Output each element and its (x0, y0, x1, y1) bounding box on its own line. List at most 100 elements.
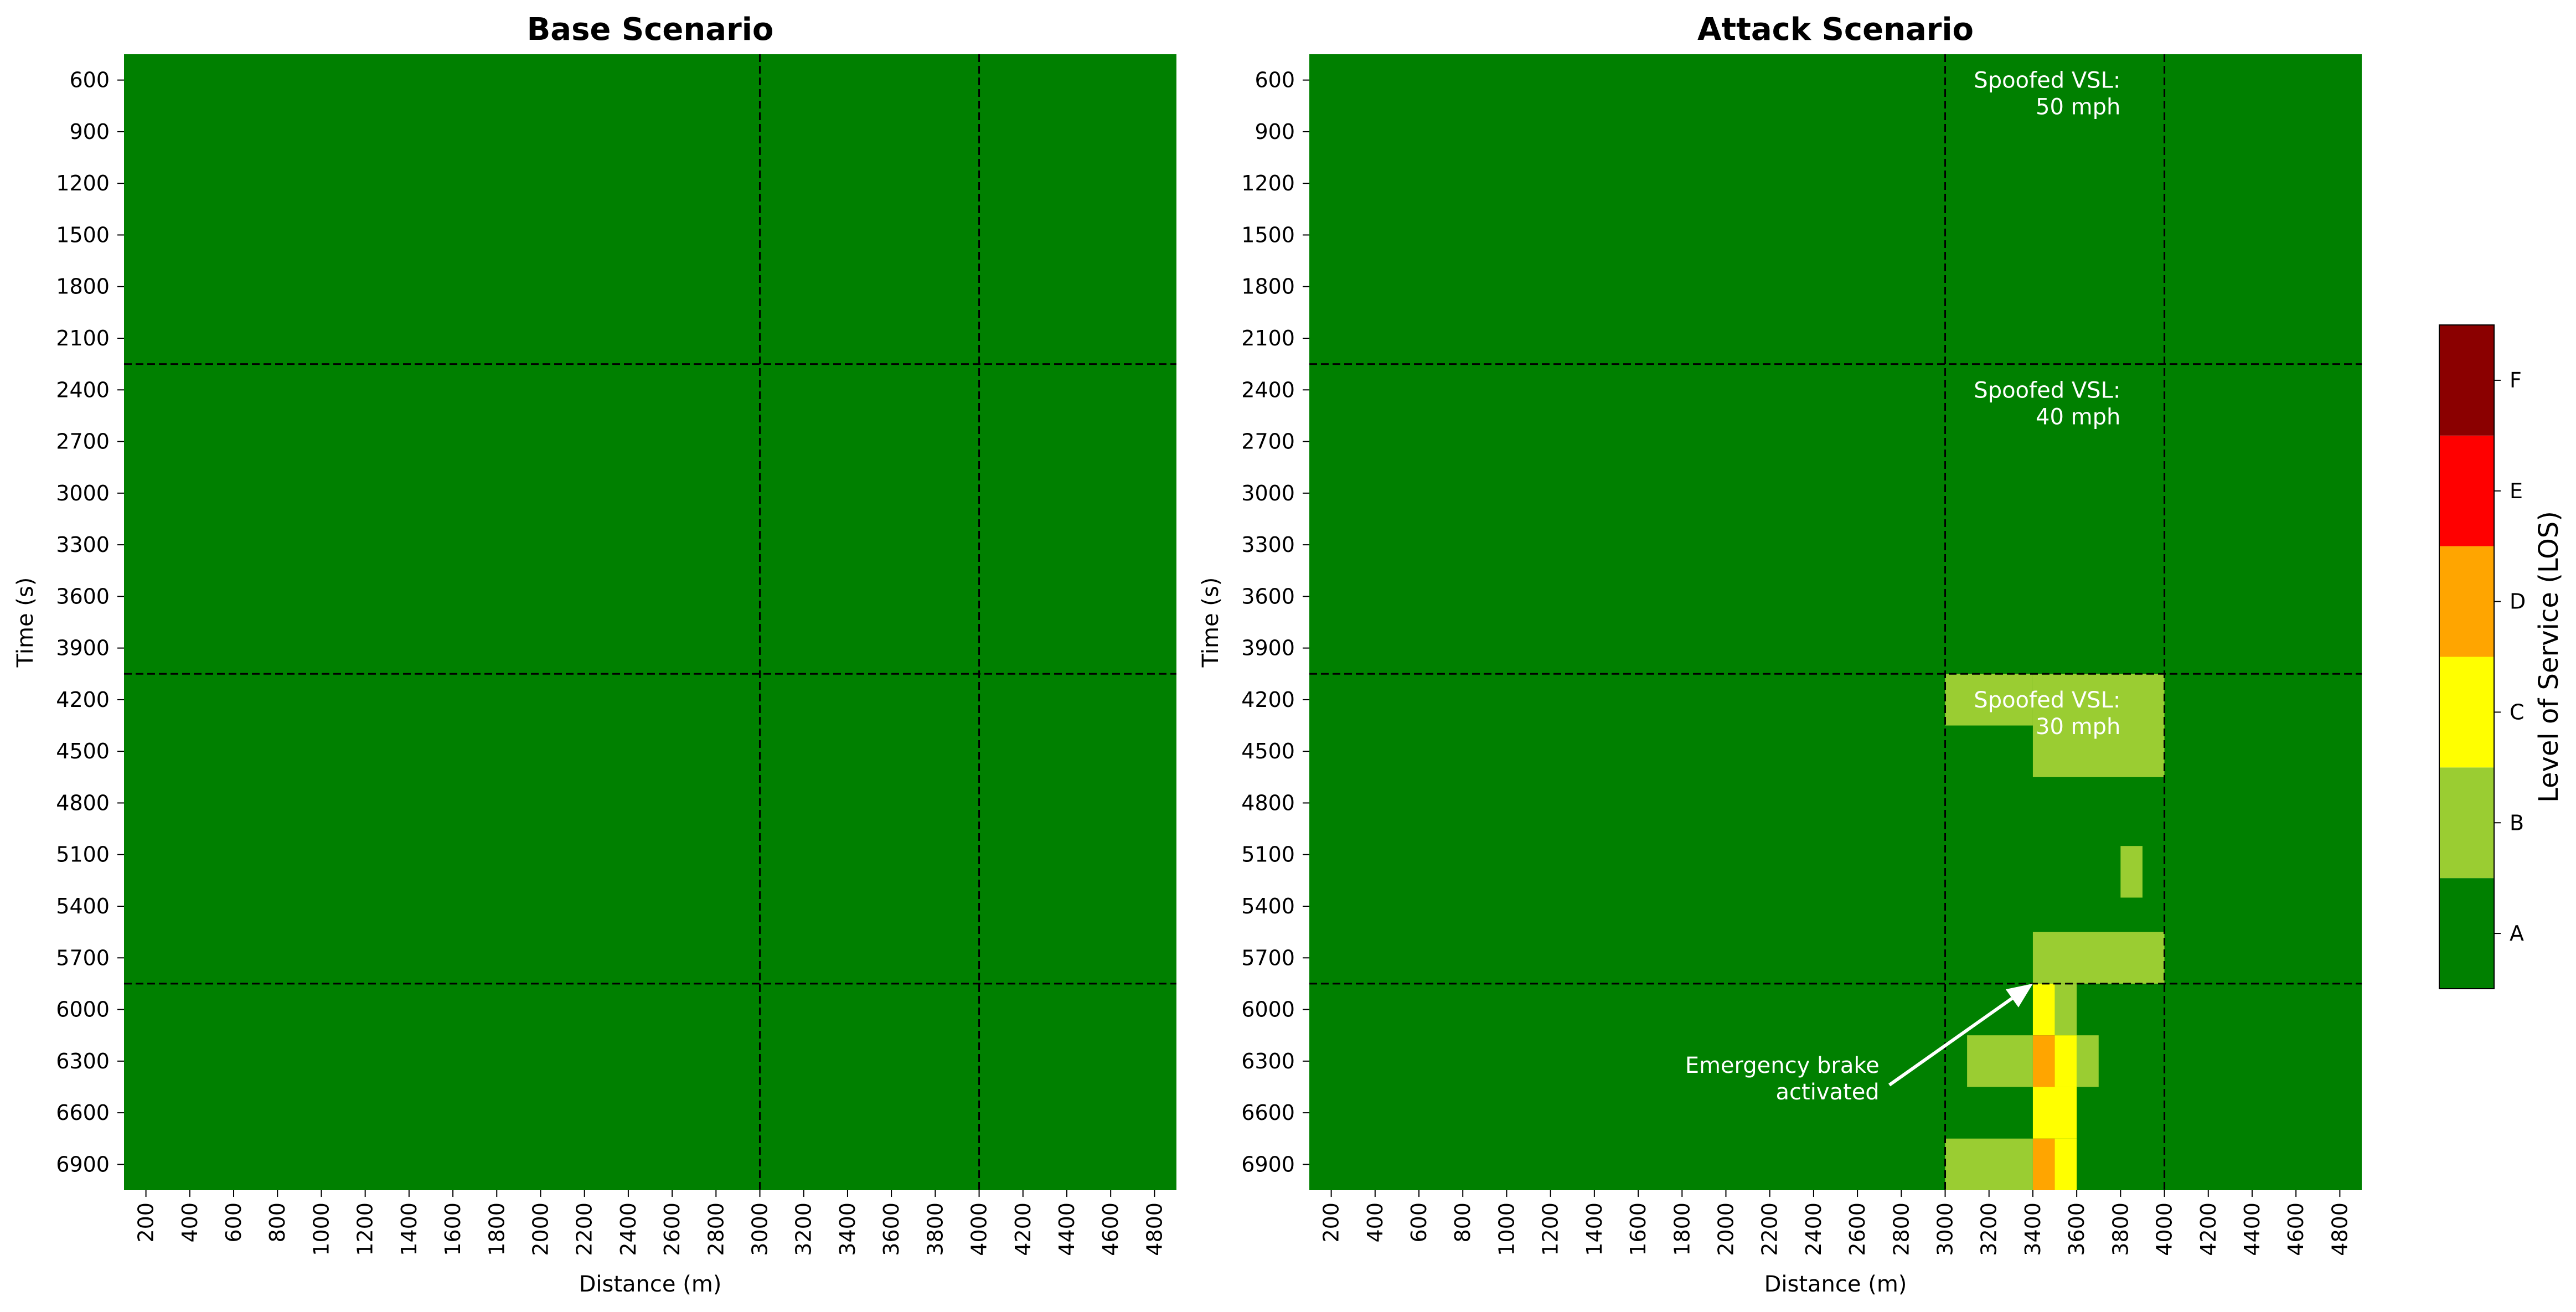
y-tick-label: 3600 (56, 584, 110, 608)
y-tick-label: 5100 (1241, 843, 1295, 867)
x-tick-label: 1800 (1670, 1202, 1694, 1256)
colorbar-segment (2439, 546, 2494, 657)
colorbar-label: Level of Service (LOS) (2533, 511, 2564, 803)
x-tick-label: 600 (221, 1202, 246, 1243)
colorbar-segment (2439, 767, 2494, 879)
y-tick-label: 2100 (1241, 326, 1295, 350)
x-tick-label: 800 (1450, 1202, 1475, 1243)
x-tick-label: 4000 (967, 1202, 992, 1256)
arrow-shaft (1888, 996, 2014, 1087)
x-tick-label: 200 (134, 1202, 158, 1243)
y-tick-label: 900 (1255, 120, 1295, 144)
x-tick-label: 400 (178, 1202, 202, 1243)
x-tick-label: 3000 (1933, 1202, 1958, 1256)
vsl-annotation: 50 mph (2036, 95, 2120, 120)
y-tick-label: 5100 (56, 843, 110, 867)
x-tick-label: 1000 (1494, 1202, 1519, 1256)
arrow-head (2005, 983, 2033, 1008)
y-axis-label: Time (s) (13, 577, 38, 668)
heatmap-cell (1945, 1138, 2033, 1190)
colorbar-level-label: D (2510, 590, 2526, 614)
y-tick-label: 6900 (56, 1152, 110, 1176)
y-tick-label: 4200 (56, 688, 110, 712)
y-tick-label: 900 (69, 120, 110, 144)
x-tick-label: 4000 (2152, 1202, 2177, 1256)
vsl-annotation: Spoofed VSL: (1974, 68, 2120, 94)
y-tick-label: 5700 (56, 946, 110, 970)
y-tick-label: 1200 (56, 171, 110, 195)
y-tick-label: 6300 (56, 1049, 110, 1073)
y-tick-label: 3900 (56, 636, 110, 660)
x-tick-label: 4800 (2327, 1202, 2352, 1256)
colorbar-segment (2439, 878, 2494, 989)
heatmap-cell (2120, 846, 2143, 898)
x-tick-label: 2200 (572, 1202, 597, 1256)
x-tick-label: 1200 (353, 1202, 378, 1256)
x-tick-label: 1000 (309, 1202, 333, 1256)
y-tick-label: 6000 (56, 998, 110, 1022)
attack-scenario-panel: Attack Scenario 600 900 1200 1500 1800 2100 240… (1198, 12, 2362, 1297)
y-tick-label: 1800 (56, 275, 110, 299)
colorbar-level-label: A (2510, 921, 2524, 946)
heatmap-cell (1967, 1035, 2033, 1087)
heatmap-cell (2054, 1035, 2077, 1087)
y-tick-label: 1500 (56, 223, 110, 247)
x-tick-label: 2200 (1758, 1202, 1782, 1256)
y-tick-label: 5700 (1241, 946, 1295, 970)
x-tick-label: 400 (1363, 1202, 1387, 1243)
y-tick-label: 4500 (56, 739, 110, 763)
x-tick-label: 3800 (2108, 1202, 2133, 1256)
y-tick-label: 6600 (1241, 1101, 1295, 1125)
x-tick-label: 200 (1319, 1202, 1344, 1243)
x-tick-label: 1400 (397, 1202, 421, 1256)
y-tick-label: 1800 (1241, 275, 1295, 299)
y-tick-label: 4800 (56, 791, 110, 815)
x-tick-label: 600 (1407, 1202, 1431, 1243)
colorbar-level-label: F (2510, 368, 2522, 392)
base-scenario-panel: Base Scenario 600 900 1200 1500 1800 2100 2400 2… (13, 12, 1176, 1297)
x-tick-label: 4400 (2240, 1202, 2264, 1256)
y-tick-label: 6000 (1241, 998, 1295, 1022)
heatmap-cell (2032, 983, 2055, 1036)
y-tick-label: 2700 (1241, 430, 1295, 454)
x-tick-label: 2600 (1845, 1202, 1870, 1256)
emergency-brake-annotation: Emergency brake (1685, 1053, 1880, 1078)
heatmap-cell (2077, 1035, 2099, 1087)
x-tick-label: 3400 (2021, 1202, 2045, 1256)
x-tick-label: 4200 (2196, 1202, 2221, 1256)
x-axis-label: Distance (m) (579, 1272, 722, 1297)
x-tick-label: 1600 (1626, 1202, 1650, 1256)
heatmap-cell (2032, 932, 2165, 984)
vsl-annotation: 40 mph (2036, 404, 2120, 430)
colorbar-segment (2439, 435, 2494, 546)
y-tick-label: 3300 (56, 533, 110, 557)
vsl-annotation: Spoofed VSL: (1974, 378, 2120, 403)
chart-title: Base Scenario (527, 12, 774, 48)
heatmap-background (124, 54, 1176, 1190)
heatmap-cell (2054, 1138, 2077, 1190)
heatmap-cell (2032, 1087, 2077, 1139)
y-tick-label: 600 (69, 68, 110, 92)
x-tick-label: 1800 (484, 1202, 509, 1256)
y-tick-label: 6300 (1241, 1049, 1295, 1073)
heatmap-cell (2032, 1035, 2055, 1087)
y-tick-label: 4800 (1241, 791, 1295, 815)
y-tick-label: 3900 (1241, 636, 1295, 660)
x-tick-label: 2000 (1713, 1202, 1738, 1256)
x-tick-label: 3200 (792, 1202, 816, 1256)
y-tick-label: 3300 (1241, 533, 1295, 557)
vsl-annotation: Spoofed VSL: (1974, 688, 2120, 713)
heatmap-cell (1945, 674, 2033, 726)
x-tick-label: 3600 (2064, 1202, 2089, 1256)
y-tick-label: 6600 (56, 1101, 110, 1125)
colorbar-frame (2439, 324, 2495, 989)
x-tick-label: 2800 (704, 1202, 728, 1256)
x-tick-label: 2600 (660, 1202, 684, 1256)
x-tick-label: 4600 (2284, 1202, 2308, 1256)
y-tick-label: 2400 (1241, 378, 1295, 402)
colorbar-level-label: B (2510, 810, 2524, 835)
y-tick-label: 600 (1255, 68, 1295, 92)
x-tick-label: 3000 (748, 1202, 772, 1256)
x-tick-label: 3200 (1977, 1202, 2001, 1256)
